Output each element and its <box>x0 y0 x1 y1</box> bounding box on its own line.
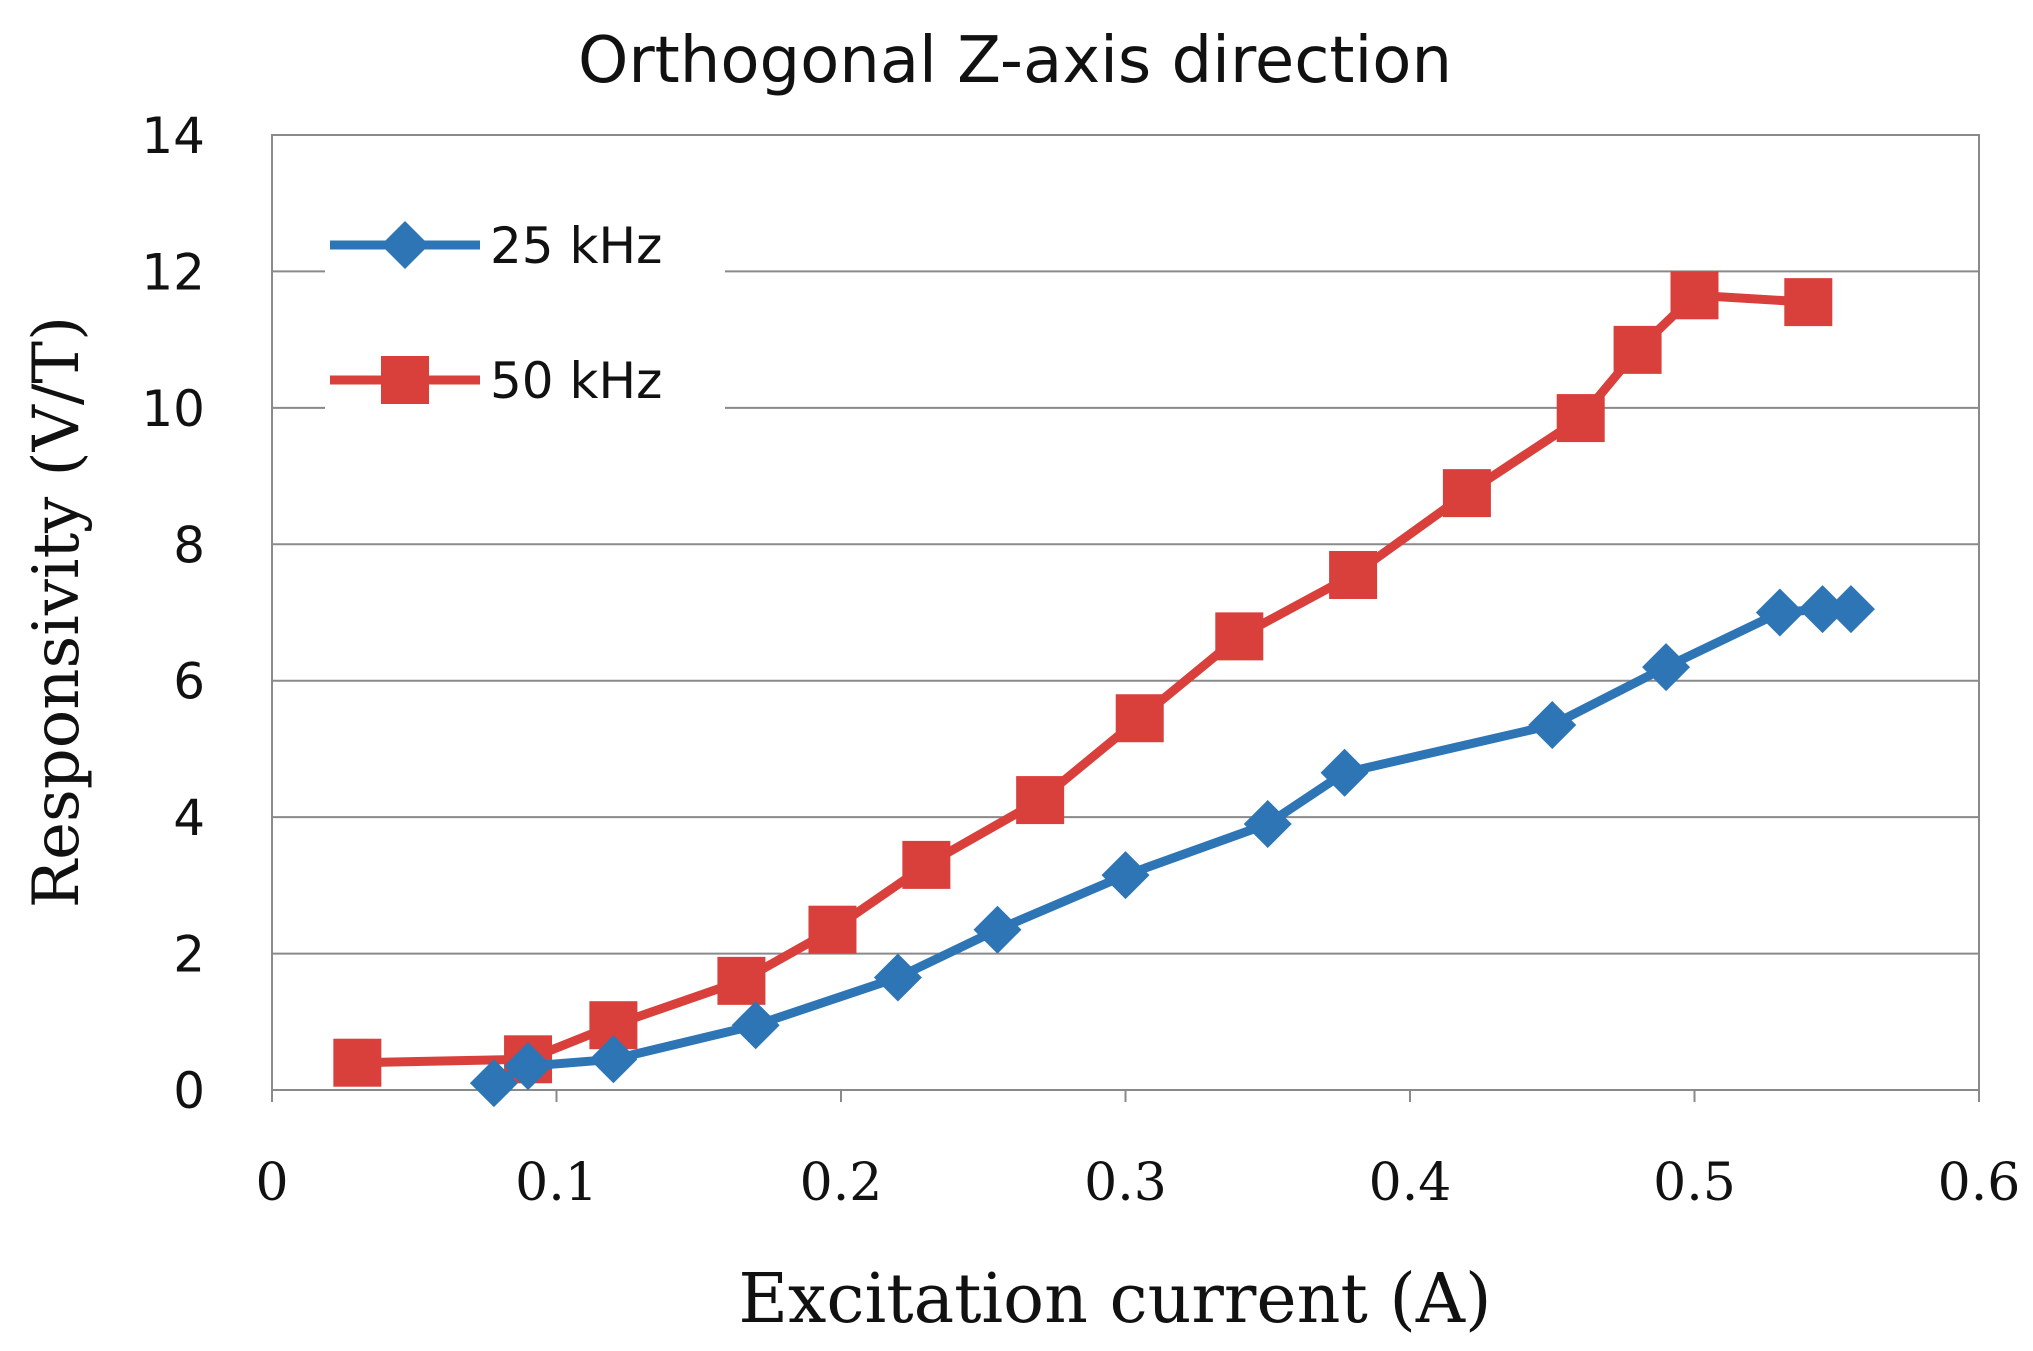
data-point <box>1329 550 1378 599</box>
data-point <box>1556 394 1605 443</box>
data-point <box>731 1001 780 1050</box>
series-25-khz <box>469 585 1875 1108</box>
series-line <box>491 604 1851 1088</box>
data-point <box>902 840 951 889</box>
data-point <box>1613 325 1662 374</box>
y-tick-label: 4 <box>173 789 205 847</box>
data-point <box>1670 271 1719 320</box>
x-tick-label: 0.4 <box>1369 1153 1452 1213</box>
x-tick-label: 0.1 <box>515 1153 598 1213</box>
x-tick-label: 0.5 <box>1653 1153 1736 1213</box>
data-point <box>973 905 1022 954</box>
legend-marker <box>381 356 429 404</box>
data-point <box>504 1042 553 1091</box>
legend-label: 25 kHz <box>490 217 662 275</box>
x-tick-label: 0.3 <box>1084 1153 1167 1213</box>
chart-title: Orthogonal Z-axis direction <box>578 24 1452 98</box>
data-point <box>1784 278 1833 327</box>
legend-label: 50 kHz <box>490 352 662 410</box>
data-point <box>1642 643 1691 692</box>
data-point <box>808 905 857 954</box>
data-point <box>1755 588 1804 637</box>
data-point <box>1016 776 1065 825</box>
y-tick-label: 14 <box>141 107 205 165</box>
data-point <box>1320 748 1369 797</box>
data-point <box>1101 851 1150 900</box>
data-point <box>1115 694 1164 743</box>
data-point <box>1243 799 1292 848</box>
data-point <box>1826 585 1875 634</box>
x-tick-label: 0.2 <box>800 1153 883 1213</box>
legend: 25 kHz 50 kHz <box>325 170 725 455</box>
data-point <box>1528 701 1577 750</box>
data-point <box>717 956 766 1005</box>
data-point <box>333 1038 382 1087</box>
data-point <box>589 1035 638 1084</box>
y-tick-label: 10 <box>141 380 205 438</box>
y-tick-label: 2 <box>173 926 205 984</box>
x-axis-label: Excitation current (A) <box>738 1260 1491 1339</box>
y-tick-label: 6 <box>173 653 205 711</box>
legend-marker <box>381 221 429 269</box>
data-point <box>873 953 922 1002</box>
y-tick-label: 0 <box>173 1062 205 1120</box>
x-tick-label: 0 <box>255 1153 288 1213</box>
legend-item: 50 kHz <box>325 305 725 455</box>
y-tick-label: 12 <box>141 243 205 301</box>
data-point <box>469 1059 518 1108</box>
x-tick-label: 0.6 <box>1938 1153 2021 1213</box>
y-axis-label: Responsivity (V/T) <box>20 316 94 908</box>
axis-ticks: 0 2 4 6 8 10 12 14 0 0.1 0.2 0.3 0.4 0.5 0.6 <box>141 107 2020 1213</box>
y-tick-label: 8 <box>173 516 205 574</box>
series-50-khz <box>333 271 1833 1087</box>
series <box>333 271 1875 1108</box>
data-point <box>1215 612 1264 661</box>
data-point <box>1798 585 1847 634</box>
legend-item: 25 kHz <box>325 170 725 320</box>
data-point <box>1442 469 1491 518</box>
